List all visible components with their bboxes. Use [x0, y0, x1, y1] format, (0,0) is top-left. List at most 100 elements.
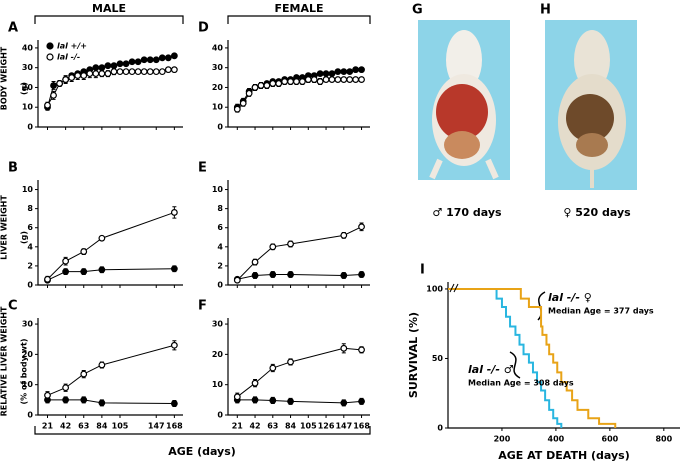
marker	[352, 66, 360, 74]
marker	[251, 84, 259, 91]
y-tick-label: 2	[27, 261, 33, 270]
y-tick-label: 20	[212, 83, 224, 92]
legend-marker	[46, 53, 54, 61]
marker	[298, 78, 306, 85]
marker	[110, 62, 118, 70]
marker	[346, 68, 354, 76]
marker	[316, 70, 324, 78]
x-tick-label: 400	[548, 435, 565, 444]
marker	[128, 68, 136, 76]
marker	[358, 66, 365, 74]
marker	[170, 400, 178, 407]
x-tick-label: 168	[353, 422, 370, 431]
marker	[74, 72, 82, 79]
marker	[104, 62, 112, 70]
y-tick-label: 40	[22, 43, 34, 52]
x-axis-title: AGE AT DEATH (days)	[498, 449, 629, 462]
marker	[251, 272, 259, 279]
marker	[80, 248, 88, 255]
marker	[334, 76, 342, 83]
marker	[340, 76, 348, 83]
y-axis-title: BODY WEIGHT	[0, 46, 9, 110]
y-tick-label: 40	[212, 43, 224, 52]
annotation: Median Age = 377 days	[548, 307, 654, 316]
bracket	[34, 15, 184, 24]
marker	[68, 74, 76, 81]
marker	[80, 370, 88, 378]
marker	[146, 68, 154, 76]
panel-letter: A	[8, 21, 18, 36]
marker	[275, 80, 283, 87]
column-title: FEMALE	[274, 2, 323, 15]
marker	[134, 68, 142, 76]
marker	[140, 56, 148, 64]
y-tick-label: 10	[212, 380, 224, 389]
marker	[50, 82, 57, 89]
marker	[233, 393, 241, 401]
marker	[293, 78, 300, 85]
y-tick-label: 6	[27, 223, 33, 232]
marker	[134, 58, 142, 66]
y-tick-label: 4	[27, 242, 33, 251]
photo	[418, 20, 510, 180]
y-tick-label: 8	[27, 204, 33, 213]
x-tick-label: 21	[42, 422, 54, 431]
x-tick-label: 147	[335, 422, 352, 431]
marker	[322, 70, 330, 78]
marker	[62, 384, 70, 392]
y-tick-label: 0	[217, 123, 223, 132]
legend-label: lal -/-	[57, 53, 80, 62]
marker	[340, 272, 348, 279]
x-tick-label: 200	[494, 435, 511, 444]
marker	[152, 68, 160, 76]
series-line	[236, 347, 362, 398]
marker	[116, 68, 124, 76]
y-axis-title: RELATIVE LIVER WEIGHT	[0, 306, 9, 416]
marker	[140, 68, 148, 76]
marker	[340, 344, 348, 352]
annotation: Median Age = 308 days	[468, 379, 574, 388]
marker	[334, 68, 342, 76]
y-tick-label: 6	[217, 223, 223, 232]
y-tick-label: 10	[22, 103, 34, 112]
marker	[245, 89, 253, 97]
y-tick-label: 30	[212, 63, 224, 72]
marker	[340, 231, 348, 239]
x-axis-title: AGE (days)	[168, 445, 236, 458]
y-axis-title: LIVER WEIGHT	[0, 195, 9, 260]
panel-letter: B	[8, 161, 18, 176]
marker	[257, 82, 265, 89]
marker	[269, 364, 277, 372]
y-tick-label: 10	[212, 185, 224, 194]
photo-caption: ♀ 520 days	[563, 206, 631, 219]
x-tick-label: 105	[300, 422, 317, 431]
axes	[37, 318, 183, 416]
photo-caption: ♂ 170 days	[432, 206, 502, 219]
legend-marker	[46, 42, 54, 50]
column-title: MALE	[92, 2, 126, 15]
marker	[92, 70, 100, 78]
y-axis-title: SURVIVAL (%)	[407, 312, 420, 398]
x-tick-label: 42	[249, 422, 260, 431]
marker	[62, 268, 70, 276]
y-tick-label: 30	[22, 320, 34, 329]
panel-letter: I	[420, 263, 425, 278]
x-tick-label: 63	[267, 422, 278, 431]
bracket	[34, 426, 371, 435]
y-tick-label: 100	[426, 284, 443, 293]
y-tick-label: 20	[22, 83, 34, 92]
marker	[116, 60, 124, 68]
marker	[358, 223, 365, 231]
marker	[98, 64, 106, 72]
marker	[164, 54, 172, 62]
marker	[269, 80, 277, 87]
marker	[233, 276, 241, 284]
marker	[322, 76, 330, 83]
x-tick-label: 800	[655, 435, 672, 444]
marker	[281, 78, 289, 85]
y-tick-label: 0	[217, 281, 223, 290]
marker	[304, 76, 312, 83]
x-tick-label: 168	[166, 422, 183, 431]
annotation: lal -/- ♂	[468, 363, 514, 376]
